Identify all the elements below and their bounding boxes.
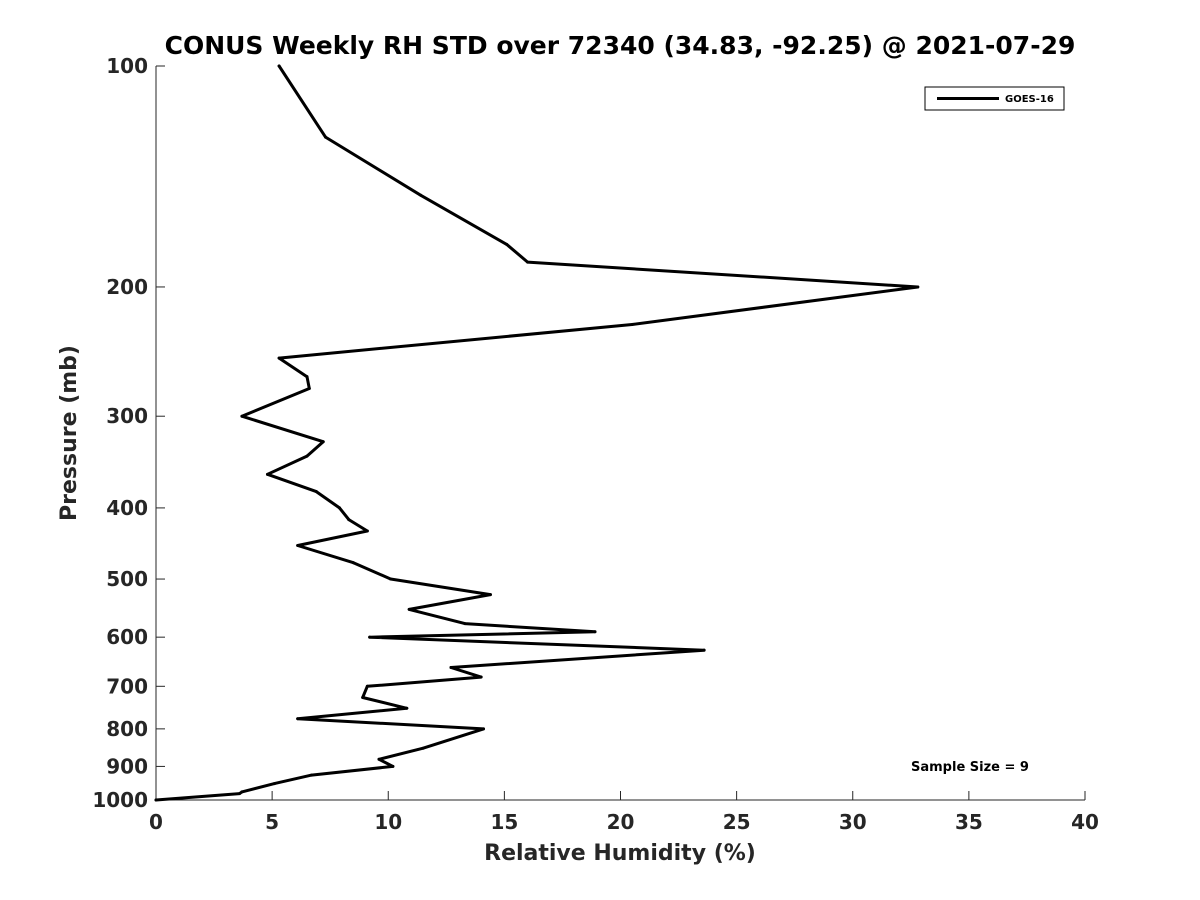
data-point bbox=[481, 727, 485, 731]
x-tick-label: 25 bbox=[723, 810, 751, 834]
data-point bbox=[463, 622, 467, 626]
y-tick-label: 300 bbox=[106, 404, 148, 428]
chart-title: CONUS Weekly RH STD over 72340 (34.83, -… bbox=[165, 31, 1076, 60]
data-point bbox=[296, 717, 300, 721]
data-point bbox=[526, 260, 530, 264]
data-point bbox=[377, 757, 381, 761]
data-point bbox=[630, 323, 634, 327]
x-tick-label: 35 bbox=[955, 810, 983, 834]
x-tick-label: 10 bbox=[374, 810, 402, 834]
data-point bbox=[702, 648, 706, 652]
data-point bbox=[240, 790, 244, 794]
data-point bbox=[351, 561, 355, 565]
series-line-goes-16 bbox=[154, 64, 920, 802]
sample-size-annotation: Sample Size = 9 bbox=[911, 760, 1029, 775]
data-point bbox=[405, 706, 409, 710]
y-tick-label: 700 bbox=[106, 674, 148, 698]
data-point bbox=[421, 746, 425, 750]
y-tick-label: 200 bbox=[106, 275, 148, 299]
data-point bbox=[305, 454, 309, 458]
data-point bbox=[277, 64, 281, 68]
data-point bbox=[347, 518, 351, 522]
data-point bbox=[324, 135, 328, 139]
series bbox=[154, 64, 920, 802]
data-point bbox=[305, 375, 309, 379]
data-point bbox=[154, 798, 158, 802]
data-point bbox=[272, 782, 276, 786]
x-tick-label: 15 bbox=[490, 810, 518, 834]
data-point bbox=[389, 577, 393, 581]
x-tick-label: 40 bbox=[1071, 810, 1099, 834]
data-point bbox=[593, 630, 597, 634]
y-tick-label: 600 bbox=[106, 625, 148, 649]
data-point bbox=[479, 675, 483, 679]
data-point bbox=[365, 529, 369, 533]
y-tick-label: 800 bbox=[106, 717, 148, 741]
data-point bbox=[391, 764, 395, 768]
data-point bbox=[361, 695, 365, 699]
data-point bbox=[488, 593, 492, 597]
y-tick-label: 500 bbox=[106, 567, 148, 591]
data-point bbox=[419, 193, 423, 197]
ticks: 0 5 10 15 20 25 30 35 40 100 200 300 400 500 600 700 800… bbox=[92, 54, 1099, 834]
data-point bbox=[240, 414, 244, 418]
data-point bbox=[449, 666, 453, 670]
y-tick-label: 100 bbox=[106, 54, 148, 78]
data-point bbox=[505, 242, 509, 246]
y-tick-label: 1000 bbox=[92, 788, 148, 812]
legend: GOES-16 bbox=[924, 86, 1065, 111]
data-point bbox=[407, 607, 411, 611]
legend-label-goes-16: GOES-16 bbox=[1005, 94, 1054, 105]
data-point bbox=[365, 684, 369, 688]
data-point bbox=[296, 543, 300, 547]
data-point bbox=[337, 506, 341, 510]
data-point bbox=[314, 490, 318, 494]
data-point bbox=[277, 356, 281, 360]
y-tick-label: 400 bbox=[106, 496, 148, 520]
data-point bbox=[916, 285, 920, 289]
y-tick-label: 900 bbox=[106, 754, 148, 778]
data-point bbox=[238, 792, 242, 796]
data-point bbox=[265, 472, 269, 476]
data-point bbox=[321, 440, 325, 444]
data-point bbox=[307, 386, 311, 390]
x-tick-label: 5 bbox=[265, 810, 279, 834]
x-tick-label: 0 bbox=[149, 810, 163, 834]
data-point bbox=[310, 773, 314, 777]
x-tick-label: 20 bbox=[607, 810, 635, 834]
x-tick-label: 30 bbox=[839, 810, 867, 834]
data-point bbox=[368, 635, 372, 639]
x-axis-label: Relative Humidity (%) bbox=[484, 841, 756, 866]
y-axis-label: Pressure (mb) bbox=[57, 345, 82, 521]
